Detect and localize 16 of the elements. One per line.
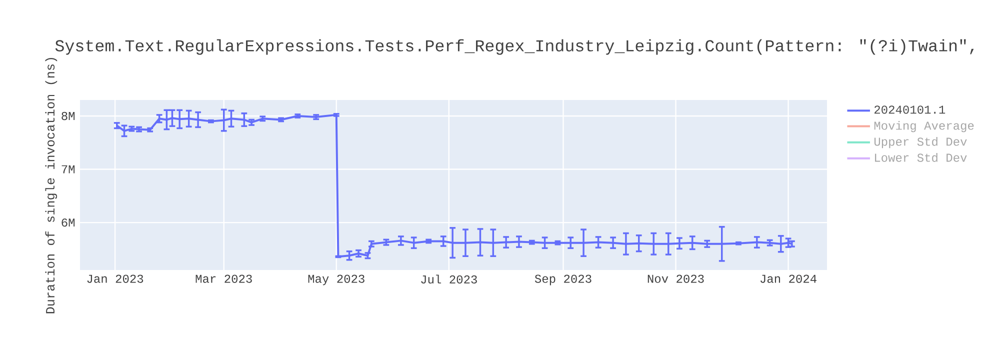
x-tick-label: Jan 2023: [87, 274, 144, 283]
x-tick-label: Mar 2023: [196, 274, 252, 283]
y-tick-label: 7M: [62, 165, 75, 174]
x-tick-label: Jan 2024: [760, 274, 816, 283]
y-tick-label: 6M: [62, 218, 75, 227]
x-tick-label: Jul 2023: [421, 274, 477, 284]
chart-title: System.Text.RegularExpressions.Tests.Perf_Regex_Industry_Leipzig.Count(Pattern: "(?i)Twain",: [55, 39, 974, 55]
x-tick-label: May 2023: [308, 274, 364, 286]
x-tick-label: Sep 2023: [534, 274, 592, 286]
legend-label: Moving Average: [874, 120, 974, 132]
y-axis-title: Duration of single invocation (ns): [45, 58, 58, 314]
y-tick-label: 8M: [62, 112, 75, 120]
legend-label: Lower Std Dev: [875, 153, 967, 162]
legend-label: 20240101.1: [874, 106, 946, 114]
legend-label: Upper Std Dev: [874, 136, 967, 148]
x-tick-label: Nov 2023: [648, 274, 704, 283]
